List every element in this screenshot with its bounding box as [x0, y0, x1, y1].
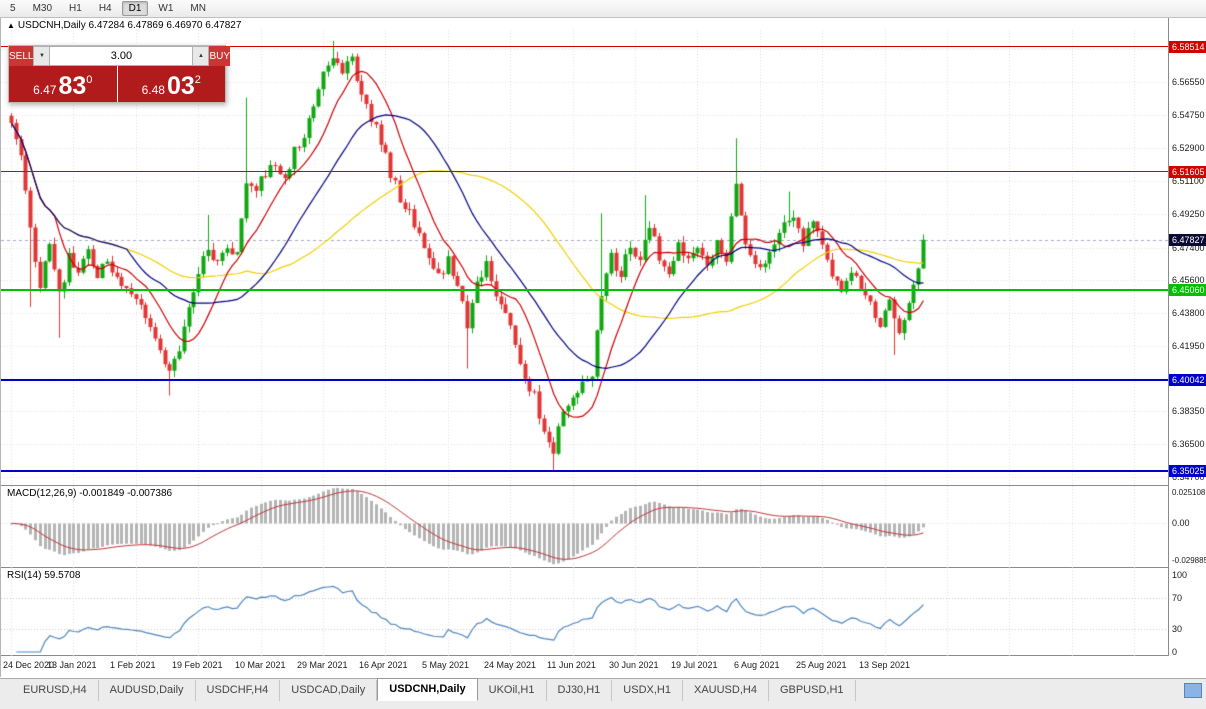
- tab-bar-scroll-button[interactable]: [1184, 683, 1202, 698]
- sell-price-button[interactable]: 6.47 83 0: [9, 66, 117, 102]
- volume-input[interactable]: [50, 46, 193, 66]
- rsi-axis-label: 30: [1172, 624, 1183, 634]
- symbol-direction-icon: ▲: [7, 21, 15, 30]
- symbol-tab-usdchf[interactable]: USDCHF,H4: [196, 680, 281, 701]
- timeframe-button-h1[interactable]: H1: [69, 3, 82, 14]
- price-level-label: 6.58514: [1169, 41, 1206, 53]
- time-axis-label: 6 Aug 2021: [734, 660, 780, 670]
- time-axis-label: 16 Apr 2021: [359, 660, 408, 670]
- price-tick-label: 6.41950: [1172, 341, 1205, 351]
- price-level-line[interactable]: [1, 288, 1168, 291]
- time-axis-label: 24 May 2021: [484, 660, 537, 670]
- price-tick-label: 6.38350: [1172, 406, 1205, 416]
- symbol-tab-usdcad[interactable]: USDCAD,Daily: [280, 680, 378, 701]
- volume-decrease-icon[interactable]: ▼: [33, 46, 51, 66]
- current-price-label: 6.47827: [1169, 234, 1206, 246]
- rsi-axis-label: 0: [1172, 647, 1178, 657]
- timeframe-toolbar: 5 M30 H1 H4 D1 W1 MN: [0, 0, 1206, 18]
- time-axis-label: 13 Sep 2021: [859, 660, 911, 670]
- price-level-label: 6.51605: [1169, 166, 1206, 178]
- price-level-label: 6.45060: [1169, 284, 1206, 296]
- price-level-line[interactable]: [1, 46, 1168, 48]
- macd-axis-label: 0.025108: [1172, 488, 1206, 497]
- symbol-tab-usdcnh[interactable]: USDCNH,Daily: [377, 678, 478, 701]
- macd-canvas[interactable]: [1, 486, 1168, 568]
- macd-axis-label: 0.00: [1172, 518, 1190, 528]
- sell-price-prefix: 6.47: [33, 83, 57, 97]
- price-tick-label: 6.54750: [1172, 110, 1205, 120]
- time-axis-label: 10 Mar 2021: [235, 660, 286, 670]
- buy-button[interactable]: BUY: [209, 46, 231, 66]
- macd-indicator-pane[interactable]: MACD(12,26,9) -0.001849 -0.007386: [1, 486, 1168, 568]
- timeframe-button-5[interactable]: 5: [10, 3, 16, 14]
- price-tick-label: 6.34700: [1172, 472, 1205, 482]
- price-level-label: 6.40042: [1169, 374, 1206, 386]
- symbol-tab-eurusd[interactable]: EURUSD,H4: [12, 680, 99, 701]
- time-axis-label: 5 May 2021: [422, 660, 470, 670]
- buy-price-button[interactable]: 6.48 03 2: [117, 66, 225, 102]
- price-tick-label: 6.43800: [1172, 308, 1205, 318]
- buy-price-prefix: 6.48: [141, 83, 165, 97]
- timeframe-button-w1[interactable]: W1: [158, 3, 174, 14]
- macd-title: MACD(12,26,9) -0.001849 -0.007386: [7, 488, 173, 499]
- price-tick-label: 6.47400: [1172, 243, 1205, 253]
- sell-price-big: 83: [58, 72, 87, 100]
- symbol-tab-ukoil[interactable]: UKOil,H1: [478, 680, 547, 701]
- buy-price-big: 03: [166, 72, 195, 100]
- main-chart-pane[interactable]: ▲ USDCNH,Daily 6.47284 6.47869 6.46970 6.…: [1, 18, 1168, 486]
- price-tick-label: 6.51100: [1172, 176, 1204, 186]
- chart-window: ▲ USDCNH,Daily 6.47284 6.47869 6.46970 6.…: [0, 18, 1206, 677]
- symbol-tab-list: EURUSD,H4 AUDUSD,Daily USDCHF,H4 USDCAD,Dai…: [0, 678, 1206, 701]
- price-tick-label: 6.56550: [1172, 77, 1205, 87]
- sell-price-sup: 0: [86, 74, 93, 86]
- price-tick-label: 6.52900: [1172, 143, 1205, 153]
- rsi-indicator-pane[interactable]: RSI(14) 59.5708: [1, 568, 1168, 656]
- time-axis-label: 24 Dec 2020: [3, 660, 55, 670]
- timeframe-button-m30[interactable]: M30: [32, 3, 53, 14]
- time-axis[interactable]: 24 Dec 2020 13 Jan 2021 1 Feb 2021 19 Feb 2…: [1, 656, 1168, 677]
- time-axis-label: 11 Jun 2021: [547, 660, 596, 670]
- time-axis-label: 19 Jul 2021: [671, 660, 718, 670]
- macd-axis-label: -0.029885: [1172, 556, 1206, 565]
- price-axis[interactable]: 6.584006.565506.547506.529006.511006.492…: [1168, 18, 1206, 657]
- timeframe-button-mn[interactable]: MN: [190, 3, 206, 14]
- price-tick-label: 6.49250: [1172, 209, 1205, 219]
- chart-ohlc-text: USDCNH,Daily 6.47284 6.47869 6.46970 6.4…: [17, 20, 242, 31]
- main-chart-canvas[interactable]: [1, 30, 1168, 484]
- rsi-axis-label: 100: [1172, 570, 1188, 580]
- time-axis-label: 29 Mar 2021: [297, 660, 348, 670]
- price-tick-label: 6.45600: [1172, 275, 1205, 285]
- time-axis-label: 25 Aug 2021: [796, 660, 847, 670]
- symbol-tab-usdx[interactable]: USDX,H1: [612, 680, 683, 701]
- price-level-label: 6.35025: [1169, 465, 1206, 477]
- symbol-tab-audusd[interactable]: AUDUSD,Daily: [99, 680, 196, 701]
- price-level-line[interactable]: [1, 171, 1168, 173]
- rsi-axis-label: 70: [1172, 593, 1183, 603]
- rsi-canvas[interactable]: [1, 568, 1168, 656]
- time-axis-label: 13 Jan 2021: [47, 660, 97, 670]
- buy-price-sup: 2: [194, 74, 201, 86]
- symbol-tab-gbpusd[interactable]: GBPUSD,H1: [769, 680, 856, 701]
- time-axis-label: 19 Feb 2021: [172, 660, 223, 670]
- status-strip: [0, 701, 1206, 709]
- symbol-tab-dj30[interactable]: DJ30,H1: [547, 680, 613, 701]
- price-level-line[interactable]: [1, 379, 1168, 382]
- volume-increase-icon[interactable]: ▲: [192, 46, 210, 66]
- symbol-tab-xauusd[interactable]: XAUUSD,H4: [683, 680, 769, 701]
- timeframe-button-h4[interactable]: H4: [98, 3, 112, 14]
- time-axis-label: 1 Feb 2021: [110, 660, 156, 670]
- price-tick-label: 6.36500: [1172, 439, 1205, 449]
- price-level-line[interactable]: [1, 469, 1168, 472]
- time-axis-label: 30 Jun 2021: [609, 660, 659, 670]
- rsi-title: RSI(14) 59.5708: [7, 570, 81, 581]
- sell-button[interactable]: SELL: [9, 46, 34, 66]
- chart-ohlc-title: ▲ USDCNH,Daily 6.47284 6.47869 6.46970 6.…: [7, 20, 241, 31]
- timeframe-button-d1[interactable]: D1: [121, 1, 149, 16]
